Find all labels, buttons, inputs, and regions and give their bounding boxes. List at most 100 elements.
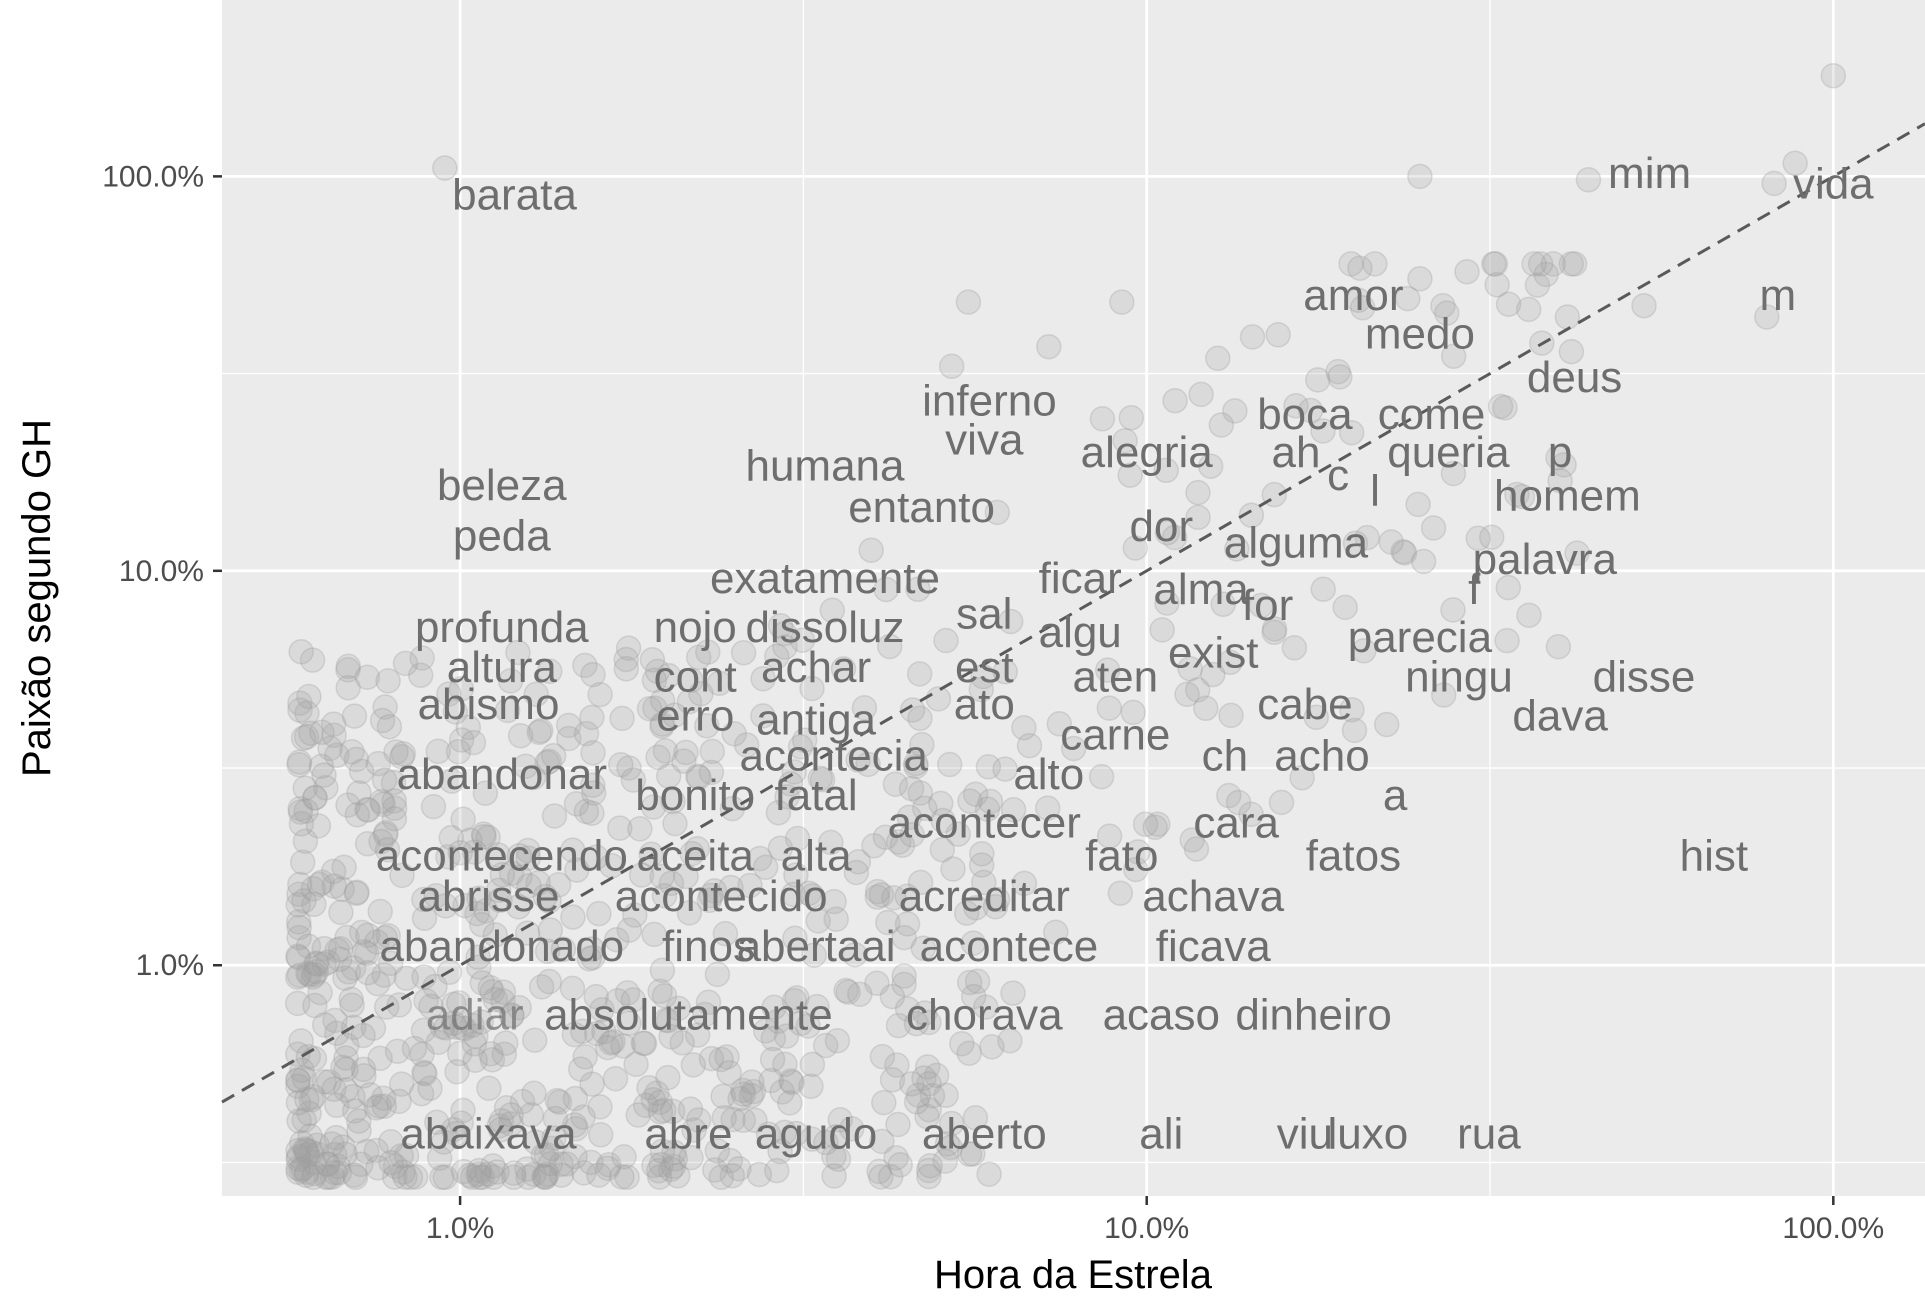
- data-point: [329, 876, 355, 902]
- data-point: [381, 788, 407, 814]
- data-point: [631, 1030, 658, 1057]
- data-point: [451, 1015, 478, 1042]
- data-point: [507, 864, 533, 890]
- data-point: [679, 840, 705, 867]
- data-point: [290, 725, 317, 751]
- data-point: [969, 840, 995, 867]
- data-point: [488, 1108, 515, 1134]
- data-point: [537, 1150, 564, 1177]
- data-point: [409, 645, 435, 671]
- data-point: [448, 1110, 474, 1136]
- data-point: [363, 1137, 390, 1164]
- data-point: [907, 869, 934, 896]
- data-point: [1112, 427, 1138, 454]
- word-label: cara: [1193, 799, 1279, 848]
- data-point: [559, 975, 586, 1002]
- data-point: [843, 859, 870, 886]
- data-point: [1224, 536, 1250, 562]
- data-point: [710, 1083, 736, 1109]
- data-point: [583, 983, 609, 1010]
- data-point: [381, 795, 408, 821]
- data-point: [561, 1112, 588, 1138]
- data-point: [438, 824, 465, 851]
- data-point: [382, 1153, 409, 1180]
- data-point: [662, 810, 688, 837]
- data-point: [305, 1141, 331, 1167]
- data-point: [364, 929, 390, 955]
- data-point: [799, 675, 825, 702]
- word-label: dava: [1512, 691, 1608, 740]
- data-point: [1338, 251, 1364, 277]
- data-point: [341, 1162, 368, 1188]
- data-point: [317, 735, 343, 762]
- x-axis-title: Hora da Estrela: [934, 1253, 1213, 1297]
- data-point: [339, 992, 365, 1018]
- data-point: [1217, 649, 1243, 676]
- data-point: [681, 1117, 707, 1143]
- data-point: [304, 1132, 330, 1159]
- data-point: [1407, 266, 1433, 292]
- data-point: [788, 1010, 814, 1037]
- data-point: [685, 644, 712, 671]
- data-point: [315, 949, 341, 975]
- data-point: [472, 780, 499, 806]
- data-point: [651, 982, 678, 1009]
- data-point: [726, 1155, 752, 1182]
- data-point: [1210, 591, 1236, 618]
- data-point: [333, 1056, 359, 1083]
- data-point: [435, 844, 461, 870]
- data-point: [342, 1164, 369, 1191]
- data-point: [466, 885, 492, 912]
- data-point: [311, 1069, 337, 1095]
- data-point: [298, 1086, 325, 1113]
- data-point: [1183, 836, 1210, 862]
- word-label: homem: [1494, 472, 1641, 521]
- data-point: [1216, 782, 1242, 809]
- data-point: [716, 1060, 742, 1086]
- data-point: [333, 1045, 359, 1071]
- data-point: [571, 1160, 597, 1186]
- data-point: [1504, 481, 1530, 508]
- data-point: [882, 771, 909, 797]
- data-point: [718, 874, 744, 901]
- word-label: abertaai: [737, 922, 896, 971]
- data-point: [545, 872, 572, 898]
- word-label: exist: [1168, 629, 1258, 678]
- data-point: [295, 960, 321, 987]
- data-point: [747, 845, 773, 872]
- data-point: [380, 769, 407, 796]
- data-point: [370, 1085, 397, 1111]
- data-point: [353, 940, 380, 967]
- word-label: a: [1383, 771, 1408, 820]
- data-point: [528, 974, 555, 1000]
- data-point: [925, 686, 952, 712]
- data-point: [305, 813, 332, 839]
- data-point: [784, 825, 811, 852]
- data-point: [1440, 460, 1467, 487]
- data-point: [960, 983, 987, 1010]
- data-point: [1011, 870, 1038, 897]
- data-point: [287, 799, 314, 825]
- data-point: [706, 670, 733, 697]
- data-point: [486, 1113, 512, 1139]
- data-point: [649, 687, 676, 714]
- data-point: [412, 1060, 438, 1087]
- data-point: [1554, 304, 1581, 330]
- data-point: [384, 1038, 411, 1065]
- word-label: abaixava: [400, 1109, 577, 1158]
- data-point: [413, 987, 439, 1014]
- data-point: [661, 1139, 687, 1165]
- data-point: [1000, 980, 1026, 1006]
- data-point: [759, 1046, 786, 1073]
- data-point: [1347, 255, 1373, 281]
- data-point: [348, 758, 375, 785]
- data-point: [351, 938, 378, 965]
- data-point: [769, 1079, 795, 1105]
- data-point: [515, 845, 542, 871]
- data-point: [436, 681, 462, 707]
- data-point: [1481, 251, 1507, 277]
- data-point: [616, 1010, 642, 1037]
- data-point: [489, 862, 516, 888]
- data-point: [784, 985, 810, 1011]
- data-point: [490, 988, 516, 1014]
